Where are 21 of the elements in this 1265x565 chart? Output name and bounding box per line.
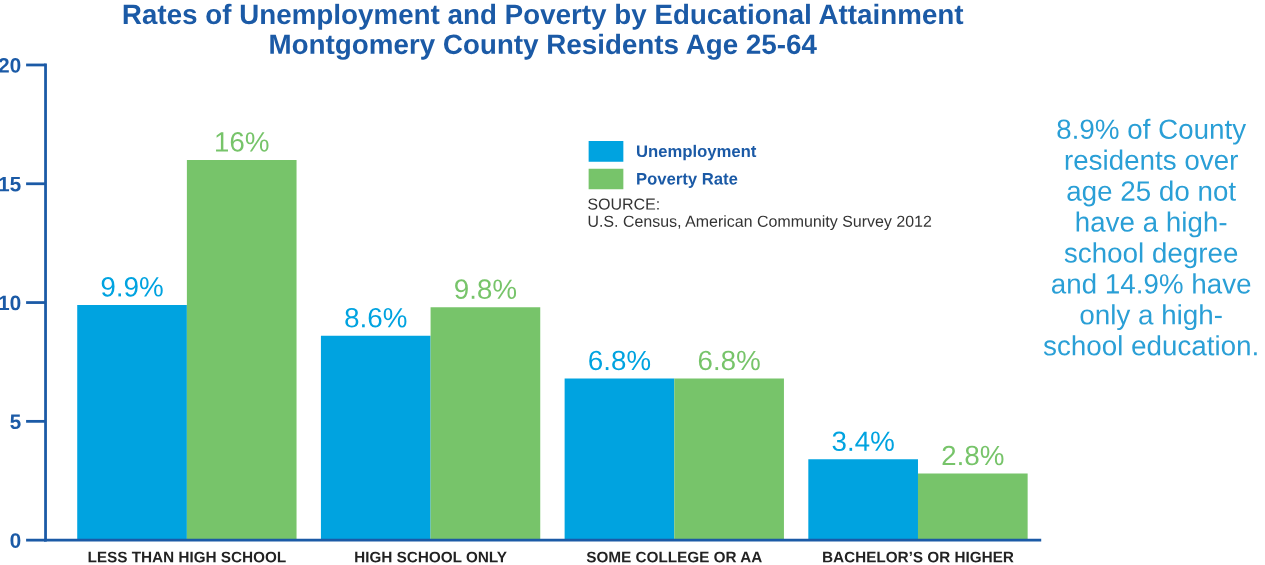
annotation: SOURCE: U.S. Census, American Community Survey 2012 <box>588 198 932 231</box>
text: 8.9% of County residents over age 25 do not have a high- school degree and 14.9% have only a high- school education. <box>1043 118 1257 356</box>
x-tick-label: LESS THAN HIGH SCHOOL <box>88 551 286 563</box>
chart-title: Rates of Unemployment and Poverty by Educational Attainment Montgomery County Residents Age 25-64 <box>123 3 964 60</box>
x-tick-label: BACHELOR’S OR HIGHER <box>823 551 1014 563</box>
data-label: 8.6% <box>345 307 407 328</box>
data-label: 3.4% <box>832 431 894 452</box>
data-label: 6.8% <box>589 350 651 371</box>
y-tick-label: 10 <box>0 295 21 311</box>
data-label: 9.9% <box>101 276 163 297</box>
data-label: 6.8% <box>698 350 760 371</box>
x-tick-label: HIGH SCHOOL ONLY <box>355 551 507 563</box>
data-label: 16% <box>216 132 269 152</box>
data-label: 9.8% <box>455 279 517 300</box>
legend-label: Unemployment <box>636 144 757 161</box>
data-label: 2.8% <box>942 445 1004 466</box>
y-tick-label: 5 <box>10 414 21 430</box>
y-tick-label: 0 <box>10 533 21 548</box>
y-tick-label: 15 <box>0 176 21 192</box>
legend-label: Poverty Rate <box>637 173 738 188</box>
x-tick-label: SOME COLLEGE OR AA <box>586 551 762 563</box>
